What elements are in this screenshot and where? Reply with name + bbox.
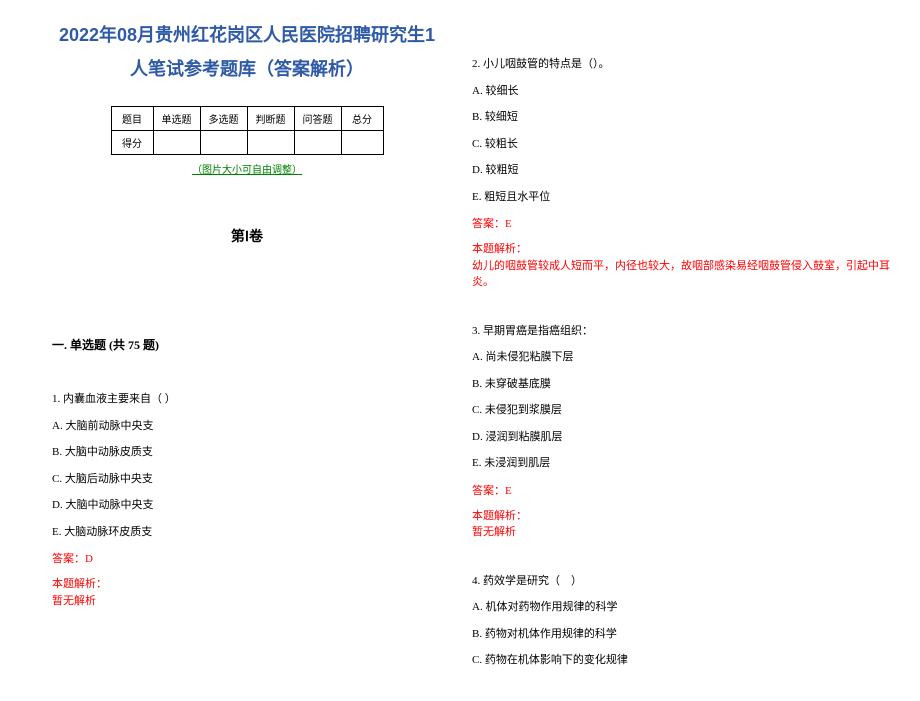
resize-note: （图片大小可自由调整） [52,161,442,176]
q1-opt-d: D. 大脑中动脉中央支 [52,497,442,514]
q1-opt-c: C. 大脑后动脉中央支 [52,471,442,488]
q3-explain-body: 暂无解析 [472,524,902,541]
th-5: 总分 [341,107,383,131]
th-1: 单选题 [153,107,200,131]
q1-stem: 1. 内囊血液主要来自（ ） [52,391,442,408]
cell-blank [200,131,247,155]
question-1: 1. 内囊血液主要来自（ ） A. 大脑前动脉中央支 B. 大脑中动脉皮质支 C… [52,391,442,609]
q2-opt-c: C. 较粗长 [472,136,902,153]
section-title: 一. 单选题 (共 75 题) [52,336,442,353]
q4-opt-a: A. 机体对药物作用规律的科学 [472,599,902,616]
th-4: 问答题 [294,107,341,131]
score-table: 题目 单选题 多选题 判断题 问答题 总分 得分 [111,106,384,155]
document-title: 2022年08月贵州红花岗区人民医院招聘研究生1 人笔试参考题库（答案解析） [52,18,442,86]
title-line-2: 人笔试参考题库（答案解析） [52,52,442,86]
cell-blank [341,131,383,155]
th-3: 判断题 [247,107,294,131]
table-header-row: 题目 单选题 多选题 判断题 问答题 总分 [111,107,383,131]
q1-explain-body: 暂无解析 [52,593,442,610]
volume-title: 第Ⅰ卷 [52,226,442,246]
cell-blank [294,131,341,155]
table-score-row: 得分 [111,131,383,155]
q1-answer: 答案：D [52,550,442,566]
cell-blank [247,131,294,155]
q3-opt-b: B. 未穿破基底膜 [472,376,902,393]
th-0: 题目 [111,107,153,131]
row-label: 得分 [111,131,153,155]
q4-opt-c: C. 药物在机体影响下的变化规律 [472,652,902,669]
q3-opt-a: A. 尚未侵犯粘膜下层 [472,349,902,366]
q3-opt-e: E. 未浸润到肌层 [472,455,902,472]
q3-opt-c: C. 未侵犯到浆膜层 [472,402,902,419]
question-3: 3. 早期胃癌是指癌组织： A. 尚未侵犯粘膜下层 B. 未穿破基底膜 C. 未… [472,323,902,541]
q4-stem: 4. 药效学是研究（ ） [472,573,902,590]
th-2: 多选题 [200,107,247,131]
q2-explain-label: 本题解析： [472,241,902,258]
q2-opt-e: E. 粗短且水平位 [472,189,902,206]
q1-explain-label: 本题解析： [52,576,442,593]
q1-opt-a: A. 大脑前动脉中央支 [52,418,442,435]
question-2: 2. 小儿咽鼓管的特点是（）。 A. 较细长 B. 较细短 C. 较粗长 D. … [472,56,902,291]
question-4: 4. 药效学是研究（ ） A. 机体对药物作用规律的科学 B. 药物对机体作用规… [472,573,902,669]
title-line-1: 2022年08月贵州红花岗区人民医院招聘研究生1 [52,18,442,52]
q2-explain-body: 幼儿的咽鼓管较成人短而平，内径也较大，故咽部感染易经咽鼓管侵入鼓室，引起中耳炎。 [472,258,902,291]
q2-opt-d: D. 较粗短 [472,162,902,179]
q2-opt-a: A. 较细长 [472,83,902,100]
q3-stem: 3. 早期胃癌是指癌组织： [472,323,902,340]
q3-opt-d: D. 浸润到粘膜肌层 [472,429,902,446]
q1-opt-b: B. 大脑中动脉皮质支 [52,444,442,461]
q3-answer: 答案：E [472,482,902,498]
q3-explain-label: 本题解析： [472,508,902,525]
q2-opt-b: B. 较细短 [472,109,902,126]
q1-opt-e: E. 大脑动脉环皮质支 [52,524,442,541]
q2-stem: 2. 小儿咽鼓管的特点是（）。 [472,56,902,73]
q2-answer: 答案：E [472,215,902,231]
q4-opt-b: B. 药物对机体作用规律的科学 [472,626,902,643]
cell-blank [153,131,200,155]
